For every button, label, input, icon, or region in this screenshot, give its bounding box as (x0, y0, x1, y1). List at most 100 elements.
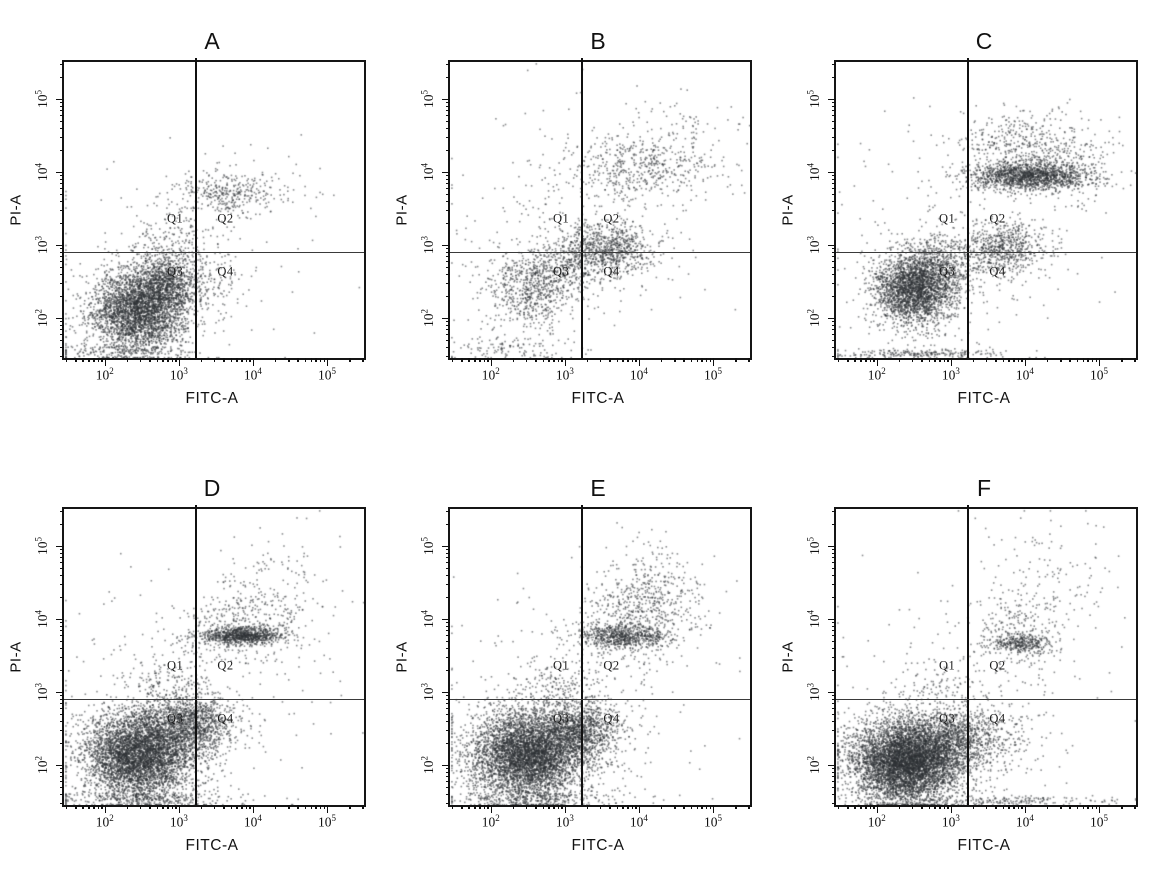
x-major-tick (712, 358, 715, 366)
x-minor-tick (93, 805, 95, 809)
x-minor-tick (245, 358, 247, 362)
quadrant-label-q4: Q4 (217, 711, 234, 726)
y-minor-tick (60, 707, 64, 710)
x-minor-tick (912, 358, 914, 362)
x-minor-tick (82, 358, 84, 362)
x-minor-tick (483, 805, 485, 809)
x-minor-tick (140, 805, 142, 809)
x-tick-label: 105 (1089, 366, 1108, 383)
x-minor-tick (553, 805, 555, 809)
quadrant-gate-horizontal (836, 699, 1136, 701)
x-minor-tick (928, 805, 930, 809)
y-minor-tick (832, 256, 836, 258)
x-minor-tick (513, 805, 515, 809)
quadrant-label-q3: Q3 (552, 711, 570, 726)
y-minor-tick (832, 523, 836, 525)
x-tick-label: 102 (95, 366, 114, 383)
x-tick-label: 102 (867, 366, 886, 383)
flow-panel-e: E PI-A Q1 Q2 Q3 Q4 102 103 104 105 102 103 104 105 … (388, 447, 774, 894)
quadrant-gate-horizontal (450, 252, 750, 254)
y-tick-label: 105 (419, 89, 436, 108)
x-minor-tick (304, 805, 306, 809)
y-minor-tick (446, 656, 450, 659)
y-minor-tick (832, 669, 836, 671)
x-major-tick (326, 358, 329, 366)
y-minor-tick (60, 149, 64, 151)
y-minor-tick (832, 266, 836, 268)
y-minor-tick (832, 120, 836, 122)
x-axis-label: FITC-A (957, 390, 1011, 407)
y-minor-tick (446, 109, 450, 112)
y-minor-tick (60, 640, 64, 642)
y-minor-tick (60, 786, 64, 789)
x-tick-label: 104 (1015, 366, 1034, 383)
y-minor-tick (446, 105, 450, 107)
y-minor-tick (832, 260, 836, 263)
y-minor-tick (60, 321, 64, 323)
x-minor-tick (709, 358, 711, 362)
x-minor-tick (75, 358, 77, 362)
x-minor-tick (696, 805, 698, 809)
x-minor-tick (854, 805, 856, 809)
quadrant-label-q3: Q3 (938, 711, 956, 726)
x-minor-tick (847, 805, 849, 809)
quadrant-gate-vertical (967, 505, 969, 805)
y-minor-tick (60, 222, 64, 224)
x-minor-tick (149, 805, 151, 809)
x-minor-tick (156, 358, 158, 362)
y-minor-tick (446, 149, 450, 151)
quadrant-label-q2: Q2 (989, 211, 1006, 226)
y-minor-tick (60, 793, 64, 796)
y-minor-tick (60, 282, 64, 285)
y-minor-tick (60, 647, 64, 649)
x-minor-tick (162, 358, 164, 362)
y-major-tick (828, 98, 836, 100)
y-minor-tick (832, 200, 836, 202)
x-minor-tick (622, 805, 624, 809)
x-major-tick (876, 805, 879, 813)
quadrant-label-q3: Q3 (938, 264, 956, 279)
x-minor-tick (214, 358, 216, 362)
y-minor-tick (60, 703, 64, 705)
x-tick-label: 103 (941, 813, 960, 830)
x-minor-tick (1076, 358, 1078, 362)
x-minor-tick (912, 805, 914, 809)
x-minor-tick (928, 358, 930, 362)
panel-title-b: B (590, 28, 606, 54)
x-tick-label: 104 (243, 813, 262, 830)
panel-title-a: A (204, 28, 220, 54)
y-major-tick (442, 691, 450, 693)
x-minor-tick (288, 805, 290, 809)
plot-area-e: PI-A Q1 Q2 Q3 Q4 102 103 104 105 102 103 104 105 (394, 505, 752, 830)
y-minor-tick (60, 656, 64, 659)
x-minor-tick (319, 358, 322, 362)
x-major-tick (564, 358, 567, 366)
y-minor-tick (446, 567, 450, 569)
y-major-tick (56, 317, 64, 320)
x-major-tick (326, 805, 329, 813)
x-minor-tick (939, 358, 941, 362)
x-minor-tick (487, 358, 489, 362)
y-minor-tick (446, 703, 450, 705)
y-major-tick (828, 171, 836, 173)
y-minor-tick (60, 713, 64, 715)
x-minor-tick (847, 358, 849, 362)
y-tick-label: 102 (33, 755, 50, 774)
x-minor-tick (288, 358, 290, 362)
x-minor-tick (748, 358, 750, 362)
y-tick-label: 102 (419, 308, 436, 327)
x-minor-tick (236, 358, 238, 362)
y-minor-tick (446, 793, 450, 796)
y-minor-tick (446, 713, 450, 715)
y-minor-tick (832, 567, 836, 569)
x-minor-tick (75, 805, 77, 809)
y-minor-tick (832, 640, 836, 642)
y-tick-label: 103 (419, 682, 436, 701)
y-minor-tick (832, 803, 836, 805)
x-minor-tick (162, 805, 164, 809)
y-tick-label: 103 (419, 235, 436, 254)
x-major-tick (1024, 805, 1027, 813)
x-minor-tick (323, 358, 325, 362)
x-minor-tick (468, 805, 470, 809)
scatter-canvas (836, 509, 1136, 805)
